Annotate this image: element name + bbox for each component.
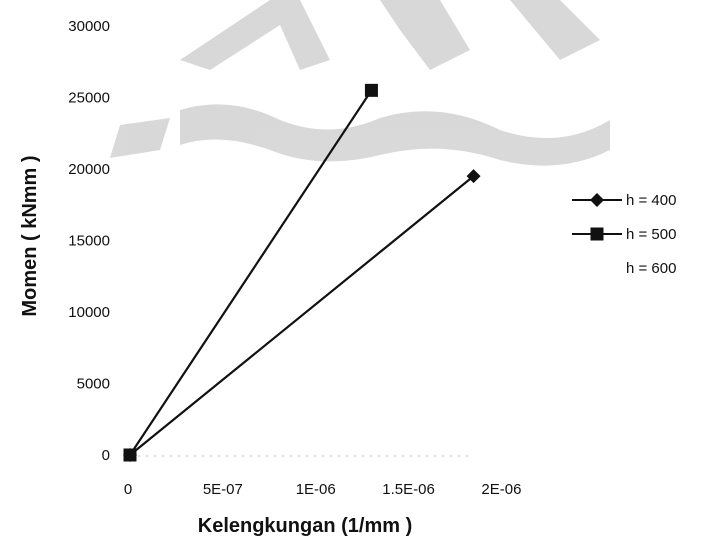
y-axis-ticks: 0 5000 10000 15000 20000 25000 30000 [68,18,110,464]
legend-label-2: h = 600 [626,260,676,277]
series-line-0 [129,175,475,456]
x-axis-ticks: 0 5E-07 1E-06 1.5E-06 2E-06 [124,455,521,498]
y-tick-label: 0 [102,447,110,464]
legend-label-0: h = 400 [626,192,676,209]
legend-marker-1 [590,227,604,241]
y-tick-label: 10000 [68,304,110,321]
series-1-point-0 [123,448,137,462]
series-0-point-1 [466,169,481,184]
x-tick-label: 5E-07 [203,481,243,498]
series-1-point-1 [364,83,378,97]
y-tick-label: 25000 [68,90,110,107]
y-tick-label: 15000 [68,233,110,250]
watermark-logo [110,0,610,166]
x-tick-label: 2E-06 [481,481,521,498]
y-tick-label: 5000 [77,376,110,393]
legend-label-1: h = 500 [626,226,676,243]
series-layer [123,83,481,462]
legend-marker-0 [590,193,604,207]
y-tick-label: 20000 [68,161,110,178]
x-tick-label: 1.5E-06 [382,481,435,498]
y-tick-label: 30000 [68,18,110,35]
x-tick-label: 1E-06 [296,481,336,498]
legend: h = 400 h = 500 h = 600 [572,192,676,277]
series-line-1 [129,89,373,456]
x-axis-title: Kelengkungan (1/mm ) [198,515,412,537]
x-tick-label: 0 [124,481,132,498]
y-axis-title: Momen ( kNmm ) [19,155,41,316]
